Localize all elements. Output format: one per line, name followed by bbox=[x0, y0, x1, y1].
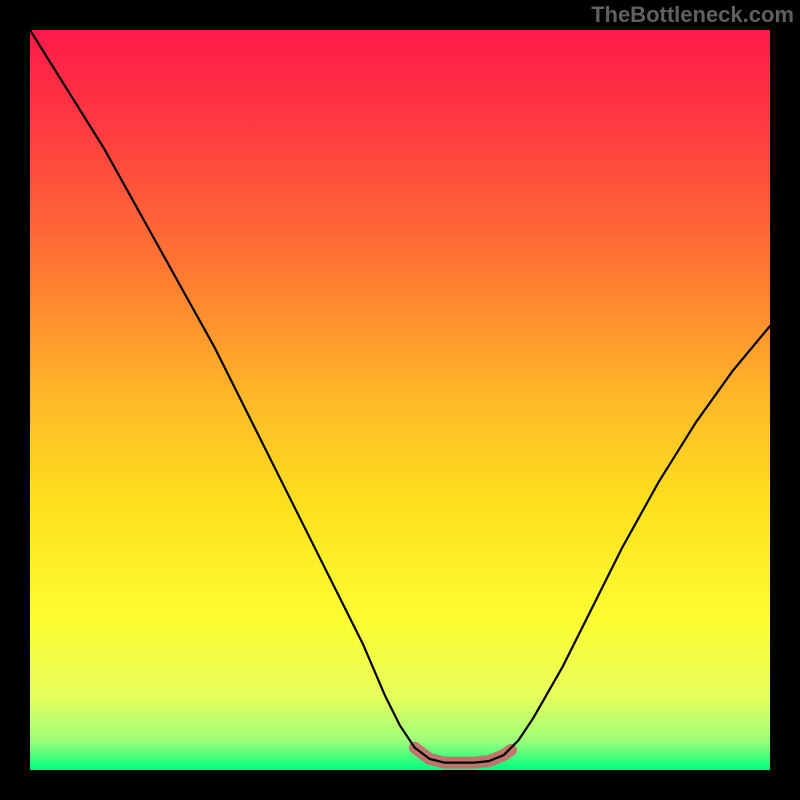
watermark-text: TheBottleneck.com bbox=[591, 2, 794, 28]
chart-container: TheBottleneck.com bbox=[0, 0, 800, 800]
plot-background bbox=[30, 30, 770, 770]
chart-svg bbox=[0, 0, 800, 800]
